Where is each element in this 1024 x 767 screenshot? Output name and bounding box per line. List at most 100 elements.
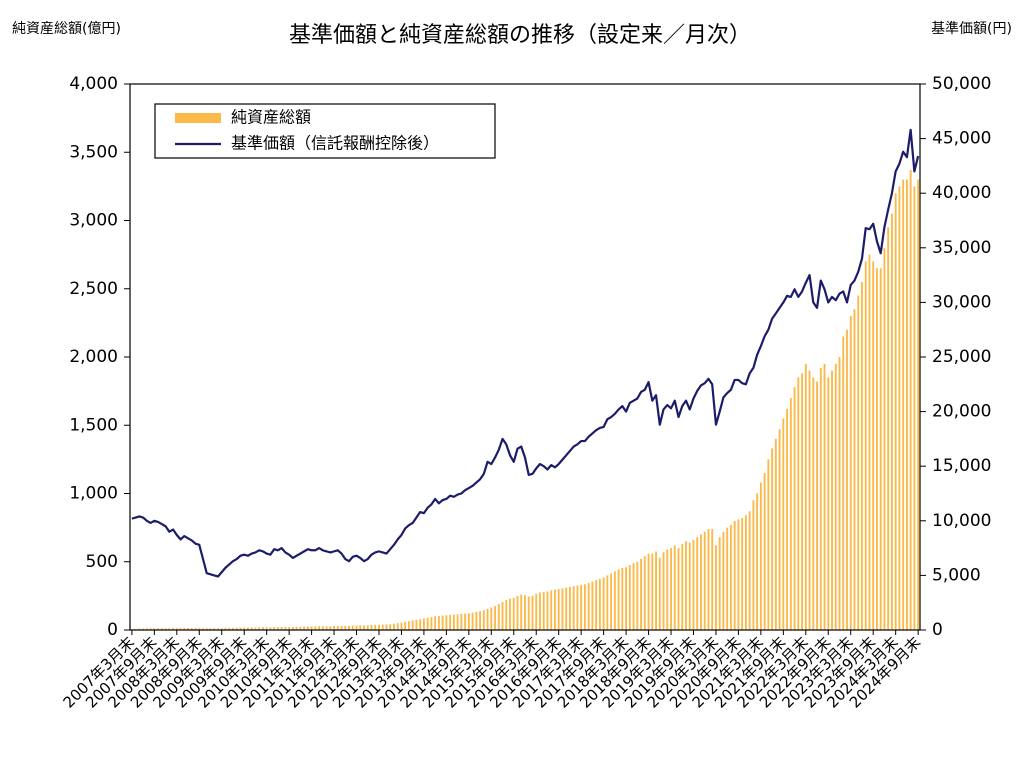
bar (557, 589, 560, 630)
bar (172, 628, 174, 630)
y-tick-label: 0 (107, 620, 118, 640)
bar (407, 621, 410, 630)
bar (707, 528, 710, 630)
bar (583, 584, 586, 630)
bar (610, 573, 613, 630)
bar (179, 628, 182, 630)
bar (509, 598, 511, 630)
bar (415, 619, 418, 630)
bar (658, 557, 661, 630)
bar (591, 581, 594, 630)
y-tick-label: 3,500 (69, 142, 118, 162)
bar (321, 626, 324, 630)
bar (737, 519, 740, 630)
bar (801, 373, 803, 630)
bar (677, 548, 680, 630)
bar (879, 268, 882, 630)
bar (827, 377, 830, 630)
y2-tick-label: 50,000 (932, 74, 991, 94)
bar (797, 377, 800, 630)
bar (823, 363, 826, 630)
bar (452, 614, 455, 630)
legend-label: 純資産総額 (231, 108, 311, 127)
bar (913, 186, 916, 630)
bar (718, 537, 721, 630)
bar (640, 559, 643, 630)
bar (497, 604, 500, 630)
bar (366, 625, 369, 630)
y-axis-title: 純資産総額(億円) (12, 21, 121, 37)
bar (546, 591, 549, 630)
bar (628, 565, 631, 630)
bar (759, 482, 762, 630)
bar (812, 377, 815, 630)
bar (655, 551, 657, 630)
bar (385, 624, 388, 630)
bar (374, 624, 377, 630)
bar (250, 627, 253, 630)
bar (449, 614, 452, 630)
bar (471, 612, 474, 630)
bar (351, 625, 354, 630)
bar (273, 627, 276, 630)
y-tick-label: 1,500 (69, 415, 118, 435)
bar (243, 627, 246, 630)
bar (861, 281, 863, 630)
bar (464, 613, 467, 630)
bar (168, 628, 171, 630)
bar (490, 607, 493, 630)
bar (359, 625, 362, 630)
bar (475, 611, 478, 630)
bar (235, 627, 238, 630)
bar (700, 534, 702, 630)
bar (340, 625, 343, 630)
bar (741, 518, 744, 630)
bar (902, 179, 905, 631)
bar (831, 370, 833, 630)
bar (670, 548, 672, 630)
bar (778, 429, 781, 630)
bar (269, 627, 272, 630)
bar (625, 567, 628, 630)
bar (876, 268, 878, 630)
y-tick-label: 1,000 (69, 484, 118, 504)
bar (606, 575, 609, 630)
bar (149, 628, 152, 630)
bar (153, 628, 156, 630)
bar (306, 626, 309, 630)
bar (580, 584, 583, 630)
bar (688, 542, 691, 630)
y2-tick-label: 30,000 (932, 292, 991, 312)
bar (220, 628, 223, 630)
bar (587, 582, 590, 630)
bar (524, 595, 526, 630)
bar (722, 531, 725, 630)
bar (748, 511, 751, 630)
y2-tick-label: 0 (932, 620, 943, 640)
bar (355, 625, 358, 630)
bar (396, 623, 399, 630)
bar (647, 553, 650, 630)
bar (744, 515, 747, 630)
bar (673, 545, 676, 630)
bar (853, 309, 856, 630)
bar (789, 397, 792, 630)
bar (467, 613, 470, 630)
bar (437, 615, 440, 630)
y-tick-label: 3,000 (69, 211, 118, 231)
bar (572, 586, 575, 630)
bar (198, 628, 201, 630)
bar (265, 627, 268, 630)
bar (288, 626, 291, 630)
bar (568, 587, 571, 630)
bar (486, 608, 489, 630)
bar (175, 628, 178, 630)
bar (516, 595, 519, 630)
bar (258, 627, 261, 630)
bar (434, 616, 437, 630)
bar (344, 625, 347, 630)
bar (774, 438, 777, 630)
bar (224, 628, 227, 630)
